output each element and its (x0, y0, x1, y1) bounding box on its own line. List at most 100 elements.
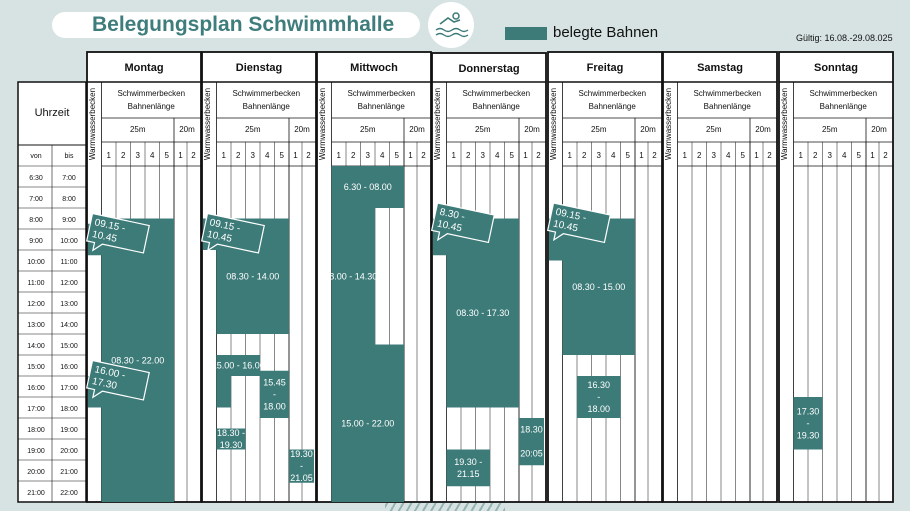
time-to: 18:00 (60, 406, 78, 413)
lane-number: 3 (597, 151, 602, 160)
callout-shape (546, 202, 611, 244)
lane-number: 2 (652, 151, 657, 160)
lane-number: 1 (107, 151, 112, 160)
warm-pool-label: Warmwasserbecken (549, 88, 558, 160)
occupied-block (331, 344, 404, 502)
warm-pool-label: Warmwasserbecken (433, 88, 442, 160)
lane-length-label: Bahnenlänge (704, 102, 752, 111)
swim-pool-label: Schwimmerbecken (693, 89, 761, 98)
occupied-block (216, 376, 231, 408)
time-to: 21:00 (60, 469, 78, 476)
block-time-label: 08.30 - 14.00 (226, 271, 279, 281)
occupied-block (577, 376, 621, 418)
length-20m: 20m (640, 125, 656, 134)
lane-number: 5 (626, 151, 631, 160)
length-20m: 20m (524, 125, 540, 134)
time-to: 7:00 (62, 175, 76, 182)
lane-number: 2 (236, 151, 241, 160)
time-from: 6:30 (29, 175, 43, 182)
day-header: Donnerstag (458, 63, 519, 75)
lane-number: 3 (251, 151, 256, 160)
lane-length-label: Bahnenlänge (358, 102, 406, 111)
time-to: 14:00 (60, 322, 78, 329)
time-to: 16:00 (60, 364, 78, 371)
lane-number: 1 (452, 151, 457, 160)
block-time-label: 18.30 (520, 425, 543, 435)
swim-pool-label: Schwimmerbecken (347, 89, 415, 98)
lane-number: 4 (842, 151, 847, 160)
lane-number: 3 (712, 151, 717, 160)
warm-pool-label: Warmwasserbecken (780, 88, 789, 160)
lane-number: 5 (280, 151, 285, 160)
lane-number: 1 (568, 151, 573, 160)
length-25m: 25m (245, 125, 261, 134)
time-from: 15:00 (27, 364, 45, 371)
block-time-label: - (807, 418, 810, 428)
block-time-label: - (300, 461, 303, 471)
block-time-label: 15.00 - 16.00 (212, 361, 265, 371)
callout-text: 8.30 - (439, 207, 466, 223)
warm-pool-label: Warmwasserbecken (318, 88, 327, 160)
page-title: Belegungsplan Schwimmhalle (92, 13, 395, 36)
time-from: 10:00 (27, 259, 45, 266)
block-time-label: 19.30 (220, 440, 243, 450)
time-from: 11:00 (28, 280, 45, 287)
time-from: 17:00 (27, 406, 45, 413)
lane-number: 2 (351, 151, 356, 160)
occupied-block (331, 166, 404, 208)
lane-number: 3 (828, 151, 833, 160)
day-column-samstag (662, 51, 778, 503)
length-25m: 25m (475, 125, 491, 134)
lane-number: 4 (150, 151, 155, 160)
length-20m: 20m (294, 125, 310, 134)
swimmer-waves-icon (428, 2, 474, 48)
length-25m: 25m (706, 125, 722, 134)
time-from: 14:00 (27, 343, 45, 350)
occupied-block (216, 428, 246, 450)
lane-number: 4 (611, 151, 616, 160)
lane-number: 2 (306, 151, 311, 160)
lane-number: 2 (697, 151, 702, 160)
lane-number: 5 (857, 151, 862, 160)
length-25m: 25m (130, 125, 146, 134)
lane-number: 1 (683, 151, 688, 160)
callout-bubble: 8.30 -10.45 (430, 202, 495, 244)
time-to: 22:00 (60, 490, 78, 497)
lane-length-label: Bahnenlänge (820, 102, 868, 111)
callout-shape (85, 212, 150, 254)
time-header: Uhrzeit (35, 107, 70, 119)
swim-pool-label: Schwimmerbecken (462, 89, 530, 98)
lane-number: 2 (536, 151, 541, 160)
block-time-label: 16.30 (587, 380, 610, 390)
callout-bubble: 09.15 -10.45 (200, 212, 265, 254)
lane-length-label: Bahnenlänge (128, 102, 176, 111)
time-from: 21:00 (27, 490, 45, 497)
block-time-label: 08.30 - 15.00 (572, 282, 625, 292)
block-time-label: 19.30 (797, 430, 820, 440)
time-to: 19:00 (60, 427, 78, 434)
occupied-block (519, 418, 544, 466)
time-to: 17:00 (60, 385, 78, 392)
callout-bubble: 16.00 -17.30 (85, 359, 150, 401)
block-time-label: 8.00 - 14.30 (329, 271, 377, 281)
lane-number: 1 (754, 151, 759, 160)
time-from: 20:00 (27, 469, 45, 476)
lane-number: 5 (165, 151, 170, 160)
block-time-label: - (597, 392, 600, 402)
validity-date: Gültig: 16.08.-29.08.025 (796, 33, 893, 43)
callout-bubble: 09.15 -10.45 (546, 202, 611, 244)
length-25m: 25m (822, 125, 838, 134)
length-25m: 25m (591, 125, 607, 134)
block-time-label: 08.30 - 22.00 (111, 355, 164, 365)
lane-number: 2 (466, 151, 471, 160)
occupied-block (793, 397, 823, 450)
block-time-label: 21.05 (290, 473, 313, 483)
from-label: von (30, 153, 41, 160)
time-to: 10:00 (60, 238, 78, 245)
occupied-block (446, 218, 519, 408)
occupied-block (260, 370, 289, 418)
callout-shape (200, 212, 265, 254)
block-time-label: 6.30 - 08.00 (344, 182, 392, 192)
day-header: Dienstag (236, 62, 282, 74)
